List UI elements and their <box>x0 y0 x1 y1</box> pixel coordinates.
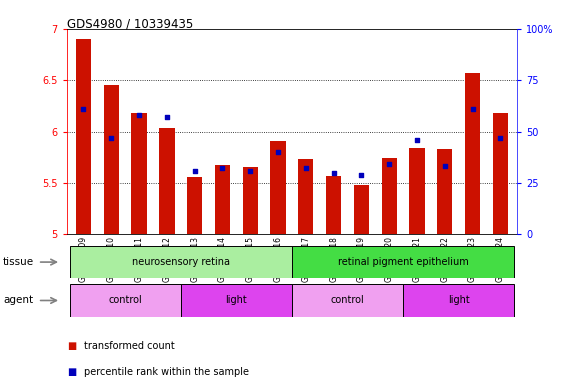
Point <box>301 166 310 172</box>
Point <box>385 161 394 167</box>
Bar <box>403 284 514 317</box>
Bar <box>292 284 403 317</box>
Point <box>190 167 199 174</box>
Bar <box>292 246 514 278</box>
Text: tissue: tissue <box>3 257 34 267</box>
Text: ■: ■ <box>67 341 76 351</box>
Point <box>218 166 227 172</box>
Text: control: control <box>108 295 142 306</box>
Point <box>134 112 144 118</box>
Point <box>357 172 366 178</box>
Text: GDS4980 / 10339435: GDS4980 / 10339435 <box>67 17 193 30</box>
Point <box>496 135 505 141</box>
Bar <box>410 148 425 234</box>
Text: percentile rank within the sample: percentile rank within the sample <box>84 367 249 377</box>
Bar <box>437 149 453 234</box>
Point <box>246 167 255 174</box>
Text: light: light <box>225 295 248 306</box>
Bar <box>103 85 119 234</box>
Text: light: light <box>448 295 469 306</box>
Text: transformed count: transformed count <box>84 341 175 351</box>
Bar <box>326 176 341 234</box>
Point <box>107 135 116 141</box>
Bar <box>70 246 292 278</box>
Text: neurosensory retina: neurosensory retina <box>132 257 229 267</box>
Text: ■: ■ <box>67 367 76 377</box>
Bar <box>354 185 369 234</box>
Bar <box>215 166 230 234</box>
Text: control: control <box>331 295 364 306</box>
Point <box>468 106 477 112</box>
Bar <box>131 113 147 234</box>
Point <box>162 114 171 120</box>
Text: retinal pigment epithelium: retinal pigment epithelium <box>338 257 468 267</box>
Point <box>329 170 338 176</box>
Bar <box>70 284 181 317</box>
Bar <box>298 159 314 234</box>
Bar <box>493 113 508 234</box>
Point <box>274 149 283 155</box>
Point <box>413 137 422 143</box>
Point <box>79 106 88 112</box>
Bar <box>270 141 286 234</box>
Bar <box>181 284 292 317</box>
Bar <box>465 73 480 234</box>
Bar <box>159 128 174 234</box>
Text: agent: agent <box>3 295 33 306</box>
Bar <box>187 177 202 234</box>
Bar <box>243 167 258 234</box>
Point <box>440 163 450 169</box>
Bar <box>76 39 91 234</box>
Bar <box>382 158 397 234</box>
